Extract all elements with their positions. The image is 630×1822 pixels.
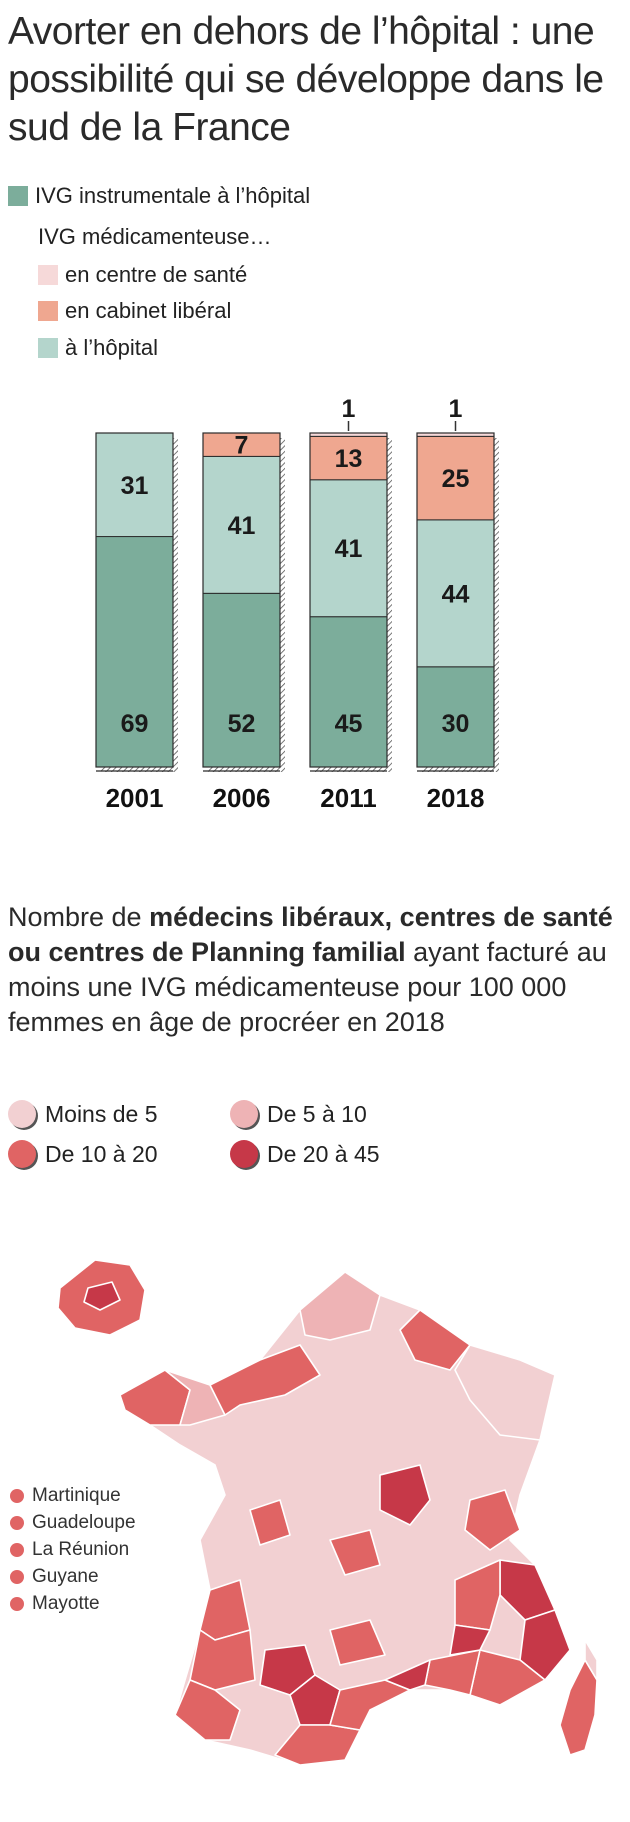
map-legend-label-5-10: De 5 à 10 bbox=[267, 1100, 367, 1127]
page-title: Avorter en dehors de l’hôpital : une pos… bbox=[8, 10, 604, 149]
bar-segment bbox=[416, 435, 495, 521]
overseas-label: Martinique bbox=[32, 1484, 121, 1506]
bar-value-label: 1 bbox=[449, 395, 463, 423]
map-legend-dot-20-45 bbox=[230, 1140, 258, 1168]
map-legend-label-20-45: De 20 à 45 bbox=[267, 1140, 380, 1167]
bar-value-label: 69 bbox=[121, 710, 149, 738]
overseas-item: Martinique bbox=[10, 1482, 136, 1509]
bar-value-label: 41 bbox=[335, 535, 363, 563]
legend-label-instrumental: IVG instrumentale à l’hôpital bbox=[35, 183, 311, 208]
map-region-isere bbox=[454, 1559, 501, 1631]
map-title-suffix: ayant facturé au moins une IVG médicamen… bbox=[8, 937, 607, 1037]
map-region-aveyron bbox=[329, 1619, 386, 1666]
bar-value-label: 41 bbox=[228, 512, 256, 540]
stacked-bar-chart: 69 31 2001 52 41 7 2006 45 41 13 1 2011 30 44 25 1 2018 bbox=[95, 395, 499, 813]
bar-segment bbox=[309, 479, 388, 618]
map-title: Nombre de médecins libéraux, centres de … bbox=[8, 900, 623, 1040]
legend-label-hopital: à l’hôpital bbox=[65, 335, 158, 360]
map-legend-item-5-10: De 5 à 10 bbox=[230, 1100, 367, 1128]
overseas-dot bbox=[10, 1596, 24, 1611]
map-legend-item-20-45: De 20 à 45 bbox=[230, 1140, 380, 1168]
overseas-label: Mayotte bbox=[32, 1592, 100, 1614]
map-region-vaucluse bbox=[449, 1624, 491, 1656]
bar-segment bbox=[309, 435, 388, 481]
bar-frame bbox=[95, 432, 174, 768]
bar-value-label: 31 bbox=[121, 472, 149, 500]
overseas-label: Guadeloupe bbox=[32, 1511, 136, 1533]
overseas-dot bbox=[10, 1488, 24, 1503]
map-legend-item-lt5: Moins de 5 bbox=[8, 1100, 158, 1128]
bar-segment bbox=[202, 455, 281, 594]
map-region-landes bbox=[189, 1629, 256, 1691]
bar-frame bbox=[416, 432, 495, 768]
france-map bbox=[57, 1259, 598, 1766]
bar-frame bbox=[202, 432, 281, 768]
bar-value-label: 45 bbox=[335, 710, 363, 738]
bar-segment bbox=[202, 592, 281, 768]
overseas-dot bbox=[10, 1542, 24, 1557]
bar-value-label: 25 bbox=[442, 465, 470, 493]
legend-item-centre-sante: en centre de santé bbox=[38, 263, 247, 287]
map-region-nievre bbox=[379, 1464, 431, 1526]
overseas-item: Guyane bbox=[10, 1563, 136, 1590]
legend-header-medicamenteuse: IVG médicamenteuse… bbox=[38, 224, 272, 249]
legend-label-centre-sante: en centre de santé bbox=[65, 262, 248, 287]
legend-swatch-centre-sante bbox=[38, 265, 58, 285]
bar-segment bbox=[95, 432, 174, 538]
bar-segment bbox=[309, 616, 388, 768]
map-legend-label-10-20: De 10 à 20 bbox=[45, 1140, 158, 1167]
bar-value-label: 1 bbox=[342, 395, 356, 423]
bar-segment bbox=[416, 519, 495, 668]
overseas-item: Mayotte bbox=[10, 1590, 136, 1617]
map-region-jura bbox=[464, 1489, 521, 1551]
bar-value-label: 52 bbox=[228, 710, 256, 738]
map-region-ardennes bbox=[399, 1309, 471, 1371]
legend-item-hopital: à l’hôpital bbox=[38, 336, 158, 360]
legend-item-cabinet: en cabinet libéral bbox=[38, 299, 231, 323]
bar-value-label: 13 bbox=[335, 445, 363, 473]
map-region-haute-vienne bbox=[249, 1499, 291, 1546]
map-legend-label-lt5: Moins de 5 bbox=[45, 1100, 158, 1127]
x-tick-label: 2018 bbox=[427, 783, 485, 813]
legend-label-cabinet: en cabinet libéral bbox=[65, 298, 232, 323]
map-legend-dot-5-10 bbox=[230, 1100, 258, 1128]
overseas-item: Guadeloupe bbox=[10, 1509, 136, 1536]
overseas-dot bbox=[10, 1569, 24, 1584]
map-inset-paris bbox=[83, 1281, 121, 1311]
map-legend-dot-10-20 bbox=[8, 1140, 36, 1168]
map-legend-dot-lt5 bbox=[8, 1100, 36, 1128]
legend-swatch-hopital bbox=[38, 338, 58, 358]
x-tick-label: 2001 bbox=[106, 783, 164, 813]
bar-segment bbox=[416, 666, 495, 768]
x-tick-label: 2011 bbox=[320, 783, 376, 813]
bar-value-label: 44 bbox=[442, 580, 470, 608]
bar-value-label: 30 bbox=[442, 710, 470, 738]
map-region-normandie bbox=[209, 1344, 321, 1416]
bar-frame bbox=[309, 432, 388, 768]
legend-item-instrumental: IVG instrumentale à l’hôpital bbox=[8, 184, 310, 208]
legend-swatch-cabinet bbox=[38, 301, 58, 321]
map-region-pyrenees-atlantiques bbox=[174, 1679, 241, 1741]
overseas-label: Guyane bbox=[32, 1565, 99, 1587]
map-title-bold: médecins libéraux, centres de santé ou c… bbox=[8, 902, 613, 967]
overseas-dot bbox=[10, 1515, 24, 1530]
map-title-prefix: Nombre de bbox=[8, 902, 150, 932]
map-region-corse bbox=[559, 1659, 598, 1756]
map-region-alpes-maritimes bbox=[519, 1609, 571, 1681]
map-region-grand-est bbox=[454, 1344, 556, 1441]
overseas-list: Martinique Guadeloupe La Réunion Guyane … bbox=[10, 1482, 136, 1617]
map-region-nord bbox=[299, 1271, 381, 1341]
map-region-haute-corse bbox=[584, 1639, 598, 1681]
map-legend-item-10-20: De 10 à 20 bbox=[8, 1140, 158, 1168]
overseas-label: La Réunion bbox=[32, 1538, 130, 1560]
map-region-gironde bbox=[199, 1579, 251, 1641]
bar-value-label: 7 bbox=[235, 432, 249, 460]
legend-swatch-instrumental bbox=[8, 186, 28, 206]
overseas-item: La Réunion bbox=[10, 1536, 136, 1563]
map-region-gard bbox=[384, 1659, 431, 1691]
x-tick-label: 2006 bbox=[213, 783, 271, 813]
map-region-loire bbox=[329, 1529, 381, 1576]
